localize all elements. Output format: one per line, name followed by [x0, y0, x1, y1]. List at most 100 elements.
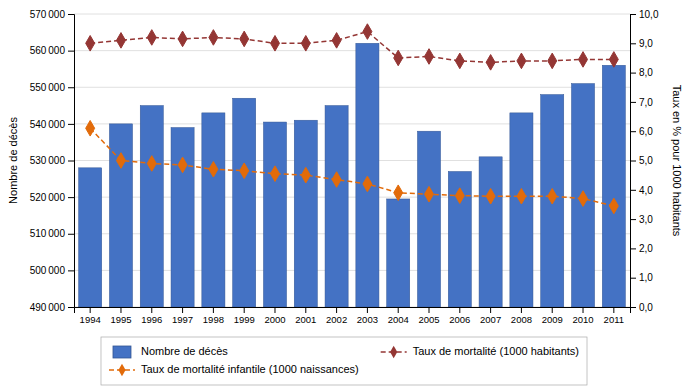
tick: 2005 [418, 307, 439, 325]
tick-mark [490, 307, 491, 313]
tick: 10,0 [630, 9, 659, 20]
x-axis: 1994199519961997199819992000200120022003… [75, 307, 631, 325]
marker [548, 53, 557, 69]
legend-label: Nombre de décès [141, 345, 228, 357]
y-axis: 490 000500 000510 000520 000530 000540 0… [30, 9, 75, 313]
tick: 560 000 [30, 45, 74, 56]
tick-mark [336, 307, 337, 313]
marks [79, 24, 626, 307]
marker [240, 31, 249, 47]
tick: 4,0 [630, 185, 653, 196]
tick-mark [630, 14, 636, 15]
tick-label: 2008 [511, 314, 532, 325]
tick-mark [521, 307, 522, 313]
bar [479, 157, 502, 307]
tick-mark [244, 307, 245, 313]
tick: 550 000 [30, 82, 74, 93]
marker [425, 186, 434, 202]
tick: 2008 [511, 307, 532, 325]
tick-mark [630, 307, 636, 308]
marker [579, 52, 588, 68]
tick-label: 2003 [357, 314, 378, 325]
tick-label: 540 000 [30, 119, 66, 130]
tick: 2011 [604, 307, 624, 325]
tick-label: 3,0 [639, 214, 653, 225]
tick-mark [630, 161, 636, 162]
tick: 2000 [264, 307, 285, 325]
bar [140, 106, 163, 307]
tick: 1996 [141, 307, 162, 325]
plot: 1994199519961997199819992000200120022003… [30, 9, 659, 325]
marker [455, 53, 464, 69]
axis-line [68, 15, 75, 308]
axis-line [631, 15, 637, 308]
tick-mark [68, 161, 74, 162]
tick: 2001 [295, 307, 316, 325]
tick-label: 2007 [480, 314, 501, 325]
tick: 1999 [234, 307, 255, 325]
bar [602, 65, 625, 307]
marker [517, 53, 526, 69]
legend-frame [101, 337, 587, 385]
tick: 1998 [203, 307, 224, 325]
tick-mark [68, 14, 74, 15]
tick-label: 6,0 [639, 126, 653, 137]
marker [517, 188, 526, 204]
legend-swatch [113, 346, 131, 358]
marker [178, 157, 187, 173]
line [90, 32, 614, 63]
tick: 2010 [572, 307, 593, 325]
tick: 500 000 [30, 265, 74, 276]
tick: 7,0 [630, 97, 653, 108]
tick-mark [68, 51, 74, 52]
bar [387, 199, 410, 307]
tick: 1997 [172, 307, 193, 325]
tick: 2007 [480, 307, 501, 325]
marker [301, 167, 310, 183]
marker [86, 36, 95, 52]
tick: 2,0 [630, 243, 653, 254]
marker [363, 176, 372, 192]
tick-label: 8,0 [639, 67, 653, 78]
tick-label: 2005 [418, 314, 439, 325]
tick-label: 5,0 [639, 155, 653, 166]
marker [425, 49, 434, 65]
marker [209, 162, 218, 178]
bar [263, 122, 286, 307]
marker [548, 188, 557, 204]
tick-label: 510 000 [30, 228, 66, 239]
tick-mark [630, 43, 636, 44]
tick-mark [90, 307, 91, 313]
marker [147, 156, 156, 172]
bar [541, 95, 564, 307]
legend-marker [118, 364, 125, 376]
legend-item: Taux de mortalité (1000 habitants) [381, 345, 579, 358]
tick-label: 500 000 [30, 265, 66, 276]
tick: 2004 [388, 307, 409, 325]
legend-marker [390, 346, 397, 358]
axis-title: Taux en % pour 1000 habitants [671, 85, 683, 237]
tick: 570 000 [30, 9, 74, 20]
tick-mark [68, 234, 74, 235]
tick-mark [367, 307, 368, 313]
tick-label: 2009 [542, 314, 563, 325]
y2-axis: 0,01,02,03,04,05,06,07,08,09,010,0 [630, 9, 659, 313]
tick-label: 10,0 [639, 9, 659, 20]
tick-label: 520 000 [30, 192, 66, 203]
marker [579, 191, 588, 207]
tick: 510 000 [30, 228, 74, 239]
marker [301, 36, 310, 52]
tick: 530 000 [30, 155, 74, 166]
tick-mark [630, 102, 636, 103]
marker [363, 24, 372, 40]
tick-mark [68, 270, 74, 271]
tick: 0,0 [630, 302, 653, 313]
bar [325, 106, 348, 307]
tick-label: 1997 [172, 314, 193, 325]
grid-line [74, 87, 630, 88]
tick-mark [429, 307, 430, 313]
tick: 520 000 [30, 192, 74, 203]
tick: 3,0 [630, 214, 653, 225]
tick: 2002 [326, 307, 347, 325]
bar [294, 120, 317, 307]
